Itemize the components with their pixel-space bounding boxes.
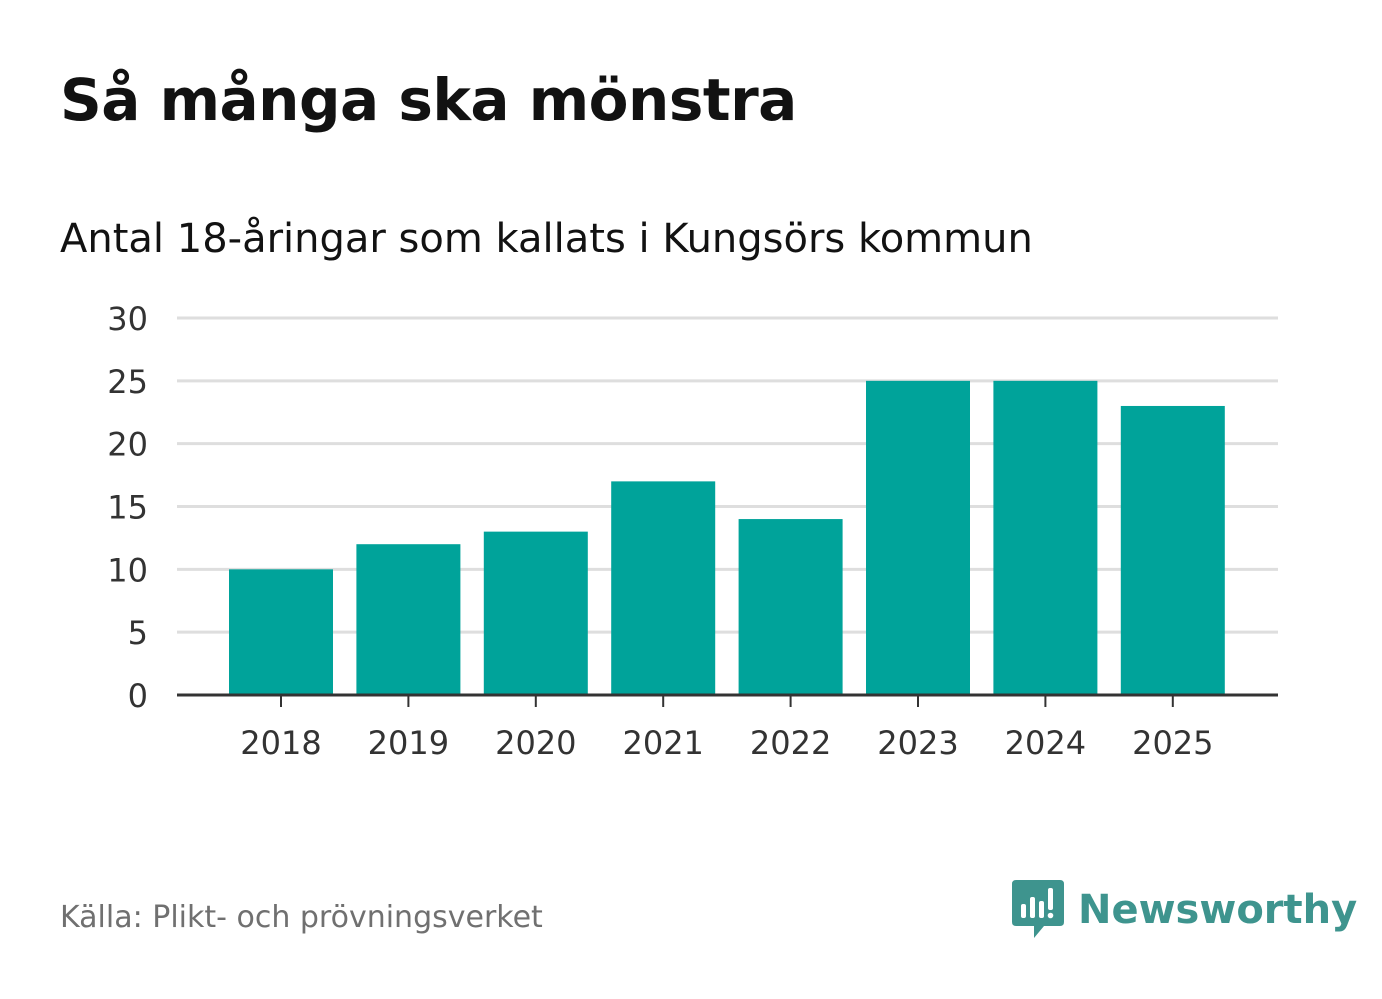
x-tick-label: 2018 [240, 724, 321, 762]
x-tick-label: 2022 [750, 724, 831, 762]
x-tick-label: 2024 [1005, 724, 1086, 762]
brand-name: Newsworthy [1078, 887, 1358, 933]
y-tick-label: 30 [107, 300, 148, 338]
x-tick-label: 2020 [495, 724, 576, 762]
x-tick-label: 2019 [368, 724, 449, 762]
source-note: Källa: Plikt- och prövningsverket [60, 900, 543, 935]
bar [866, 380, 970, 695]
y-tick-label: 10 [107, 551, 148, 589]
x-tick-label: 2023 [877, 724, 958, 762]
bar [738, 519, 843, 695]
bar [993, 380, 1098, 695]
bar [611, 481, 716, 695]
bar [1120, 405, 1225, 695]
bar [229, 569, 333, 695]
bar [483, 531, 588, 695]
chart-title: Så många ska mönstra [60, 66, 797, 134]
y-tick-label: 0 [128, 677, 148, 715]
y-tick-label: 20 [107, 426, 148, 464]
newsworthy-logo-icon [1012, 880, 1064, 938]
bar [356, 544, 461, 695]
brand-logo[interactable]: Newsworthy [1012, 880, 1357, 940]
chart-subtitle: Antal 18-åringar som kallats i Kungsörs … [60, 216, 1033, 262]
y-tick-label: 15 [107, 489, 148, 527]
y-tick-label: 25 [107, 363, 148, 401]
x-tick-label: 2025 [1132, 724, 1213, 762]
y-tick-label: 5 [128, 614, 148, 652]
x-tick-label: 2021 [622, 724, 703, 762]
